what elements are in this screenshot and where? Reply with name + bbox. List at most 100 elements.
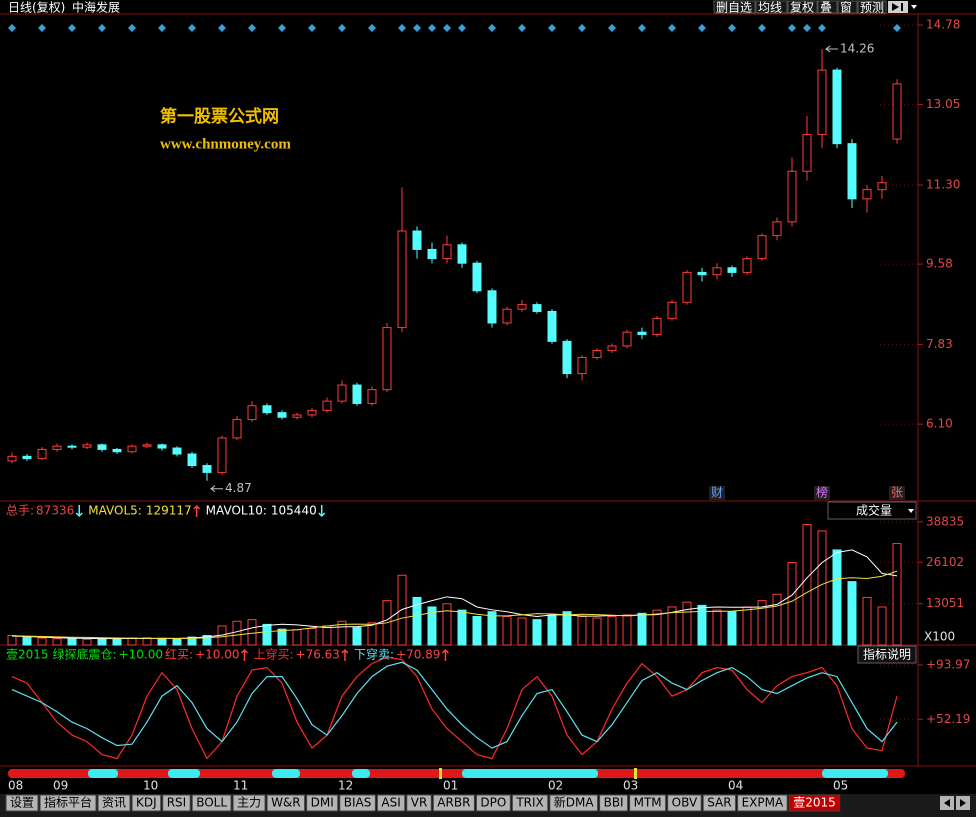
tab-bg[interactable]: [511, 794, 549, 812]
tab[interactable]: 新DMA: [554, 795, 595, 810]
tab[interactable]: ARBR: [437, 796, 470, 810]
signal-diamond: [758, 24, 766, 32]
candle-body: [337, 384, 347, 402]
toolbar-button[interactable]: 预测: [860, 1, 884, 15]
unit-label: X100: [924, 630, 955, 644]
scroll-right-icon[interactable]: [960, 799, 966, 807]
tab-bg[interactable]: [39, 794, 97, 812]
tab-bg[interactable]: [549, 794, 599, 812]
y-tick-label: +93.97: [926, 657, 970, 671]
toolbar-icon[interactable]: [892, 3, 903, 11]
tab-bg[interactable]: [599, 794, 629, 812]
tab[interactable]: VR: [411, 796, 428, 810]
tab-bg[interactable]: [306, 794, 339, 812]
tab[interactable]: 资讯: [102, 796, 126, 810]
volume-bar: [547, 614, 557, 646]
candle-body: [232, 419, 242, 439]
tab-bg[interactable]: [339, 794, 376, 812]
legend-label: MAVOL5:: [88, 504, 142, 518]
candle-body: [7, 455, 17, 462]
tab-bg[interactable]: [475, 794, 511, 812]
tab-bg[interactable]: [266, 794, 306, 812]
tab[interactable]: EXPMA: [742, 796, 784, 810]
tab[interactable]: TRIX: [515, 796, 543, 810]
indicator-select-label[interactable]: 成交量: [856, 503, 892, 518]
candle-body: [697, 271, 707, 276]
tab[interactable]: 主力: [237, 796, 261, 810]
explain-button[interactable]: [857, 645, 917, 664]
indicator-label: 红买:: [165, 647, 193, 662]
tab-bg[interactable]: [432, 794, 475, 812]
annotation-label: 4.87: [225, 481, 252, 495]
volume-bar: [427, 606, 437, 646]
tab-bg[interactable]: [232, 794, 266, 812]
toolbar-button[interactable]: 叠: [820, 1, 832, 15]
candle-body: [352, 384, 362, 404]
toolbar-button[interactable]: 复权: [790, 1, 814, 15]
tab[interactable]: OBV: [672, 796, 698, 810]
tab-bg[interactable]: [406, 794, 432, 812]
signal-diamond: [548, 24, 556, 32]
tab[interactable]: BBI: [604, 796, 624, 810]
tab[interactable]: SAR: [707, 796, 731, 810]
candle-body: [202, 465, 212, 473]
candle-body: [832, 69, 842, 145]
tab[interactable]: MTM: [634, 796, 662, 810]
tab[interactable]: ASI: [381, 796, 400, 810]
toolbar-button-bg[interactable]: [857, 0, 887, 14]
toolbar-button-bg[interactable]: [837, 0, 858, 14]
tab-bg[interactable]: [788, 794, 841, 812]
tab[interactable]: DPO: [480, 796, 506, 810]
volume-bar: [322, 625, 332, 646]
candle-body: [502, 308, 512, 324]
ma-line: [11, 570, 898, 639]
volume-bar: [592, 617, 602, 646]
toolbar-button[interactable]: 窗: [840, 1, 852, 15]
tab[interactable]: 壹2015: [793, 796, 836, 810]
tab[interactable]: DMI: [311, 796, 334, 810]
y-tick-label: 13051: [926, 596, 964, 610]
signal-diamond: [698, 24, 706, 32]
candle-body: [622, 331, 632, 347]
signal-diamond: [38, 24, 46, 32]
toolbar-button[interactable]: 均线: [758, 1, 782, 15]
tab-bg[interactable]: [629, 794, 667, 812]
toolbar-button-bg[interactable]: [755, 0, 788, 14]
tab-bg[interactable]: [737, 794, 788, 812]
tab-bg[interactable]: [667, 794, 702, 812]
candle-body: [322, 400, 332, 411]
indicator-select[interactable]: [827, 501, 917, 520]
tab-bg[interactable]: [162, 794, 191, 812]
volume-bar: [742, 606, 752, 646]
volume-bar: [457, 609, 467, 646]
dropdown-arrow[interactable]: [908, 509, 914, 513]
volume-bar: [82, 638, 92, 646]
tab-bg[interactable]: [97, 794, 131, 812]
chart-title: 日线(复权): [8, 1, 65, 15]
toolbar-button-bg[interactable]: [817, 0, 838, 14]
tab[interactable]: BIAS: [344, 796, 372, 810]
tab[interactable]: RSI: [167, 796, 187, 810]
tab-bg[interactable]: [131, 794, 162, 812]
explain-label[interactable]: 指标说明: [863, 647, 911, 662]
toolbar-dropdown[interactable]: [911, 5, 917, 9]
tab-bg[interactable]: [191, 794, 232, 812]
candle-body: [712, 267, 722, 276]
scroll-left-icon[interactable]: [944, 799, 950, 807]
tab[interactable]: KDJ: [136, 796, 157, 810]
toolbar-button[interactable]: 删自选: [716, 1, 752, 15]
tab[interactable]: 指标平台: [44, 795, 92, 810]
tab-bg[interactable]: [376, 794, 406, 812]
signal-diamond: [218, 24, 226, 32]
tab[interactable]: 设置: [10, 796, 34, 810]
signal-diamond: [788, 24, 796, 32]
tab-bg[interactable]: [5, 794, 39, 812]
toolbar-button-bg[interactable]: [787, 0, 818, 14]
candle-body: [637, 331, 647, 335]
toolbar-button-bg[interactable]: [713, 0, 756, 14]
tab[interactable]: BOLL: [196, 796, 227, 810]
volume-bar: [22, 636, 32, 646]
volume-bar: [352, 627, 362, 646]
tab[interactable]: W&R: [271, 796, 301, 810]
tab-bg[interactable]: [702, 794, 737, 812]
